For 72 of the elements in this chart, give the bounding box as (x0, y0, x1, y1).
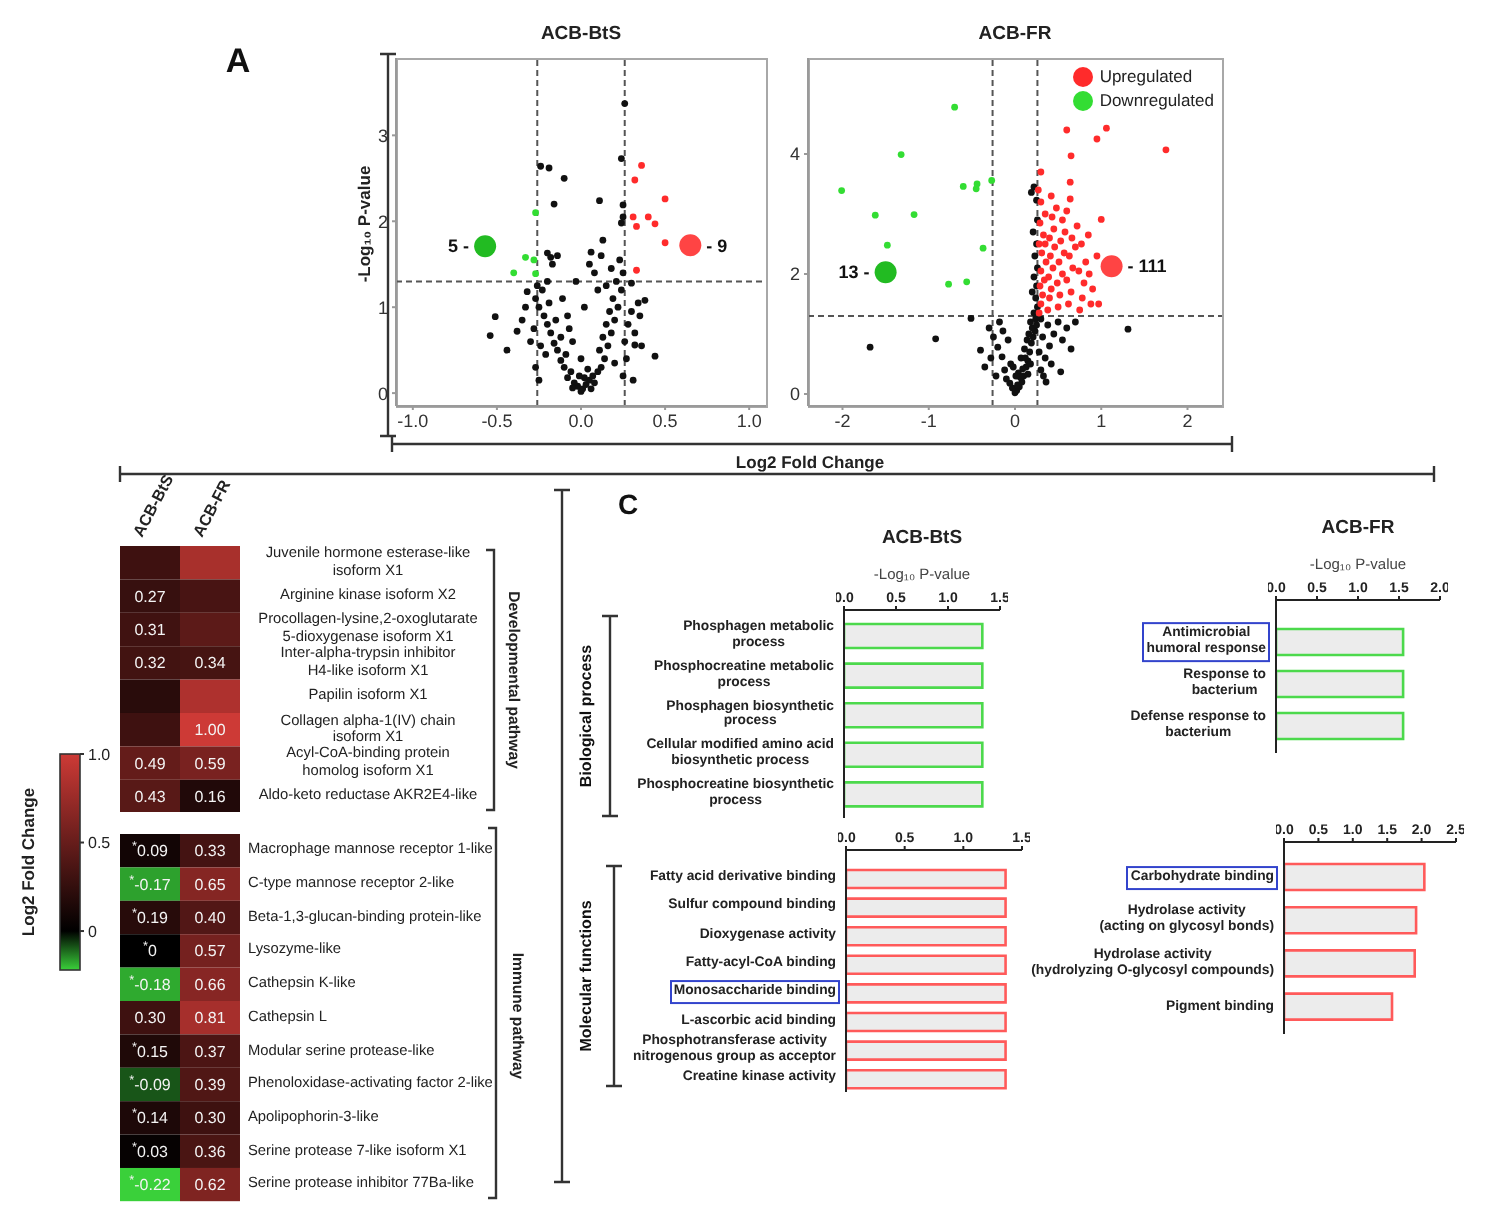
point (959, 183, 967, 190)
data-label: 0.31 (134, 620, 167, 639)
y-tick-label: 4 (789, 144, 800, 165)
point (972, 185, 980, 193)
x-tick-label: -1.0 (397, 410, 429, 431)
point (871, 211, 879, 219)
point (530, 256, 538, 264)
data-label: 0.27 (134, 587, 167, 606)
color-bar-title: Log2 Fold Change (18, 787, 40, 937)
point (883, 241, 891, 249)
text: A (225, 42, 251, 82)
color-bar-label: 1.0 (88, 745, 112, 764)
x-axis-title: Log2 Fold Change (735, 452, 885, 474)
y-tick-label: 3 (377, 125, 388, 146)
annotation: - 111 (1127, 255, 1167, 277)
x-tick-label: 0 (1009, 410, 1021, 431)
point (532, 209, 539, 217)
point (963, 278, 971, 286)
data-label: 0.32 (134, 653, 167, 672)
point (661, 195, 669, 203)
text: C (617, 487, 639, 521)
point (951, 103, 959, 111)
bar (1284, 862, 1426, 892)
data-label: 0.59 (194, 754, 227, 773)
y-tick-label: 1 (377, 297, 388, 318)
point (638, 162, 645, 169)
point (945, 280, 952, 288)
color-bar-label: 0 (88, 922, 98, 941)
x-tick-label: -2 (834, 410, 851, 431)
point (644, 213, 652, 221)
point (910, 211, 918, 218)
data-label: 0.16 (194, 787, 227, 806)
data-label: 0.34 (194, 653, 227, 672)
x-tick-label: 0.0 (568, 410, 594, 431)
point (633, 266, 640, 274)
text: Biological process (576, 644, 596, 788)
point (897, 151, 905, 158)
bar (1284, 992, 1394, 1021)
chart-title: ACB-BtS (540, 23, 622, 47)
data-label: 1.00 (194, 720, 227, 739)
x-tick-label: -1 (920, 410, 937, 431)
point (651, 220, 659, 228)
point (522, 253, 529, 261)
data-label: 0.49 (134, 754, 167, 773)
point (661, 239, 669, 247)
data-label: 0.43 (134, 787, 167, 806)
annotation: 5 - (448, 235, 470, 257)
point (988, 177, 996, 184)
legend-label: Downregulated (1099, 90, 1214, 110)
point (631, 176, 639, 184)
annotation: - 9 (706, 234, 728, 256)
y-axis-title: -Log₁₀ P-value (354, 165, 376, 283)
bar (1284, 949, 1417, 978)
annotation: 13 - (838, 261, 870, 283)
y-tick-label: 2 (789, 264, 800, 285)
x-tick-label: -0.5 (481, 410, 513, 431)
legend-label: Upregulated (1099, 66, 1193, 86)
bar (1284, 905, 1418, 935)
point (633, 223, 640, 230)
y-tick-label: 0 (377, 383, 388, 404)
point (838, 187, 846, 194)
point (510, 269, 518, 277)
point (532, 270, 539, 278)
x-tick-label: 1 (1096, 410, 1107, 431)
chart-title: ACB-FR (978, 23, 1052, 47)
point (979, 244, 987, 252)
y-tick-label: 2 (377, 211, 388, 232)
point (629, 213, 637, 221)
x-tick-label: 0.5 (652, 410, 678, 431)
y-tick-label: 0 (789, 384, 800, 405)
text: Molecular functions (576, 900, 596, 1052)
x-tick-label: 1.0 (736, 410, 762, 431)
